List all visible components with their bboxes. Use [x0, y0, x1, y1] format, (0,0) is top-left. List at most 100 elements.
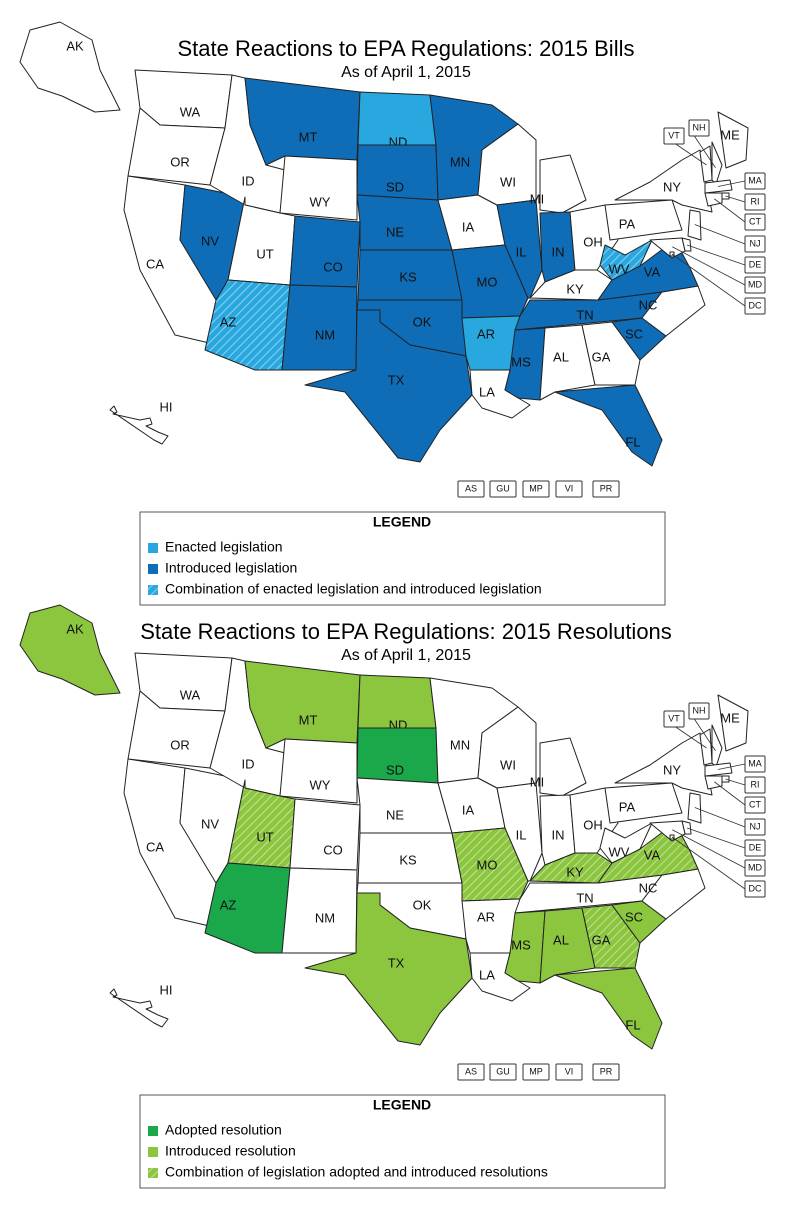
state-label: PR: [600, 1066, 613, 1076]
state-label: TX: [388, 372, 405, 387]
legend-title: LEGEND: [373, 1097, 431, 1113]
legend-label: Introduced resolution: [165, 1143, 296, 1159]
state-label: RI: [751, 779, 760, 789]
state-shape: [279, 738, 358, 804]
legend-box: [139, 511, 666, 606]
state-box: [744, 880, 766, 898]
state-label: MN: [450, 737, 470, 752]
state-box: [744, 796, 766, 814]
state-label: VA: [644, 264, 661, 279]
state-label: WV: [609, 261, 630, 276]
map-title: State Reactions to EPA Regulations: 2015…: [140, 619, 672, 644]
state-label: IL: [516, 827, 527, 842]
state-label: WI: [500, 174, 516, 189]
territory-box: [555, 1063, 583, 1081]
state-label: VT: [668, 713, 680, 723]
state-label: HI: [160, 399, 173, 414]
state-shape: [604, 782, 683, 824]
leader-line: [725, 778, 746, 786]
state-label: SD: [386, 762, 404, 777]
state-label: NJ: [750, 821, 761, 831]
legend-swatch: [148, 543, 158, 553]
state-shape: [599, 822, 653, 864]
state-label: AL: [553, 932, 569, 947]
state-box: [744, 235, 766, 253]
state-label: RI: [751, 196, 760, 206]
state-label: AR: [477, 909, 495, 924]
state-shape: [289, 798, 361, 871]
state-label: ME: [720, 127, 740, 142]
map-subtitle: As of April 1, 2015: [341, 64, 471, 81]
state-label: MT: [299, 129, 318, 144]
state-shape: [304, 892, 473, 1046]
state-label: OH: [583, 234, 603, 249]
state-label: CA: [146, 256, 164, 271]
state-shape: [641, 285, 706, 337]
state-label: DE: [749, 259, 762, 269]
state-box: [744, 839, 766, 857]
leader-line: [717, 180, 746, 187]
state-shape: [687, 792, 702, 824]
leader-line: [714, 781, 746, 806]
state-label: VI: [565, 483, 574, 493]
state-label: CO: [323, 842, 343, 857]
state-label: NH: [693, 705, 706, 715]
territory-box: [522, 480, 550, 498]
state-shape: [717, 111, 749, 169]
state-box: [744, 213, 766, 231]
leader-line: [714, 198, 746, 223]
state-shape: [539, 324, 596, 401]
state-label: AK: [66, 621, 84, 636]
state-shape: [109, 988, 169, 1028]
state-label: WY: [310, 777, 331, 792]
state-label: NY: [663, 179, 681, 194]
state-label: CT: [749, 799, 761, 809]
state-label: KS: [399, 269, 417, 284]
state-box: [744, 859, 766, 877]
state-box: [688, 702, 710, 720]
legend-swatch: [148, 1126, 158, 1136]
state-shape: [711, 724, 723, 768]
state-label: AL: [553, 349, 569, 364]
state-shape: [539, 737, 587, 797]
state-label: TX: [388, 955, 405, 970]
state-box: [663, 710, 685, 728]
legend-label: Introduced legislation: [165, 560, 297, 576]
state-label: AR: [477, 326, 495, 341]
state-shape: [641, 868, 706, 920]
state-label: NH: [693, 122, 706, 132]
state-label: DC: [749, 300, 762, 310]
state-label: KS: [399, 852, 417, 867]
state-shape: [356, 777, 453, 834]
state-label: MD: [748, 279, 762, 289]
state-label: IA: [462, 219, 475, 234]
territory-box: [522, 1063, 550, 1081]
state-box: [744, 297, 766, 315]
state-box: [744, 172, 766, 190]
state-label: VI: [565, 1066, 574, 1076]
state-label: MA: [748, 758, 762, 768]
state-box: [744, 776, 766, 794]
legend-label: Adopted resolution: [165, 1122, 282, 1138]
state-label: NE: [386, 224, 404, 239]
state-label: FL: [625, 434, 640, 449]
map-panel: State Reactions to EPA Regulations: 2015…: [19, 21, 766, 606]
state-label: CT: [749, 216, 761, 226]
legend-box: [139, 1094, 666, 1189]
state-label: WA: [180, 687, 201, 702]
state-shape: [279, 155, 358, 221]
state-label: OH: [583, 817, 603, 832]
state-shape: [539, 907, 596, 984]
state-label: PR: [600, 483, 613, 493]
state-label: VA: [644, 847, 661, 862]
legend-swatch: [148, 1147, 158, 1157]
territory-box: [489, 1063, 517, 1081]
state-shape: [356, 194, 453, 251]
state-label: MA: [748, 175, 762, 185]
state-label: AS: [465, 1066, 477, 1076]
state-label: AZ: [220, 897, 237, 912]
state-label: NV: [201, 816, 219, 831]
state-label: WV: [609, 844, 630, 859]
state-label: OR: [170, 737, 190, 752]
legend: LEGEND Enacted legislation Introduced legi…: [139, 511, 666, 606]
